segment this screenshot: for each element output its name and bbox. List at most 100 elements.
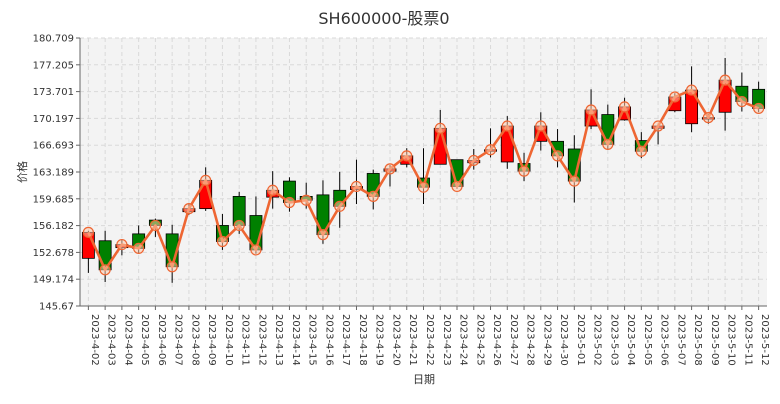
x-tick-label: 2023-4-19 [374, 314, 385, 366]
y-tick-label: 180.709 [33, 34, 74, 45]
x-tick-label: 2023-4-02 [89, 314, 100, 366]
close-price-marker [484, 144, 497, 156]
y-tick-label: 166.693 [33, 141, 74, 152]
close-price-marker [685, 84, 698, 96]
close-price-marker [602, 138, 614, 150]
y-axis-label: 价格 [15, 161, 29, 183]
x-axis-label: 日期 [413, 373, 435, 386]
close-price-marker [116, 238, 128, 251]
x-tick-label: 2023-4-04 [122, 314, 133, 366]
x-tick-label: 2023-5-12 [759, 314, 770, 366]
x-tick-label: 2023-4-29 [541, 314, 552, 366]
x-tick-label: 2023-4-21 [407, 314, 418, 366]
close-line-layer [82, 74, 765, 276]
close-price-marker [317, 229, 329, 241]
close-price-marker [82, 226, 94, 238]
close-price-marker [334, 200, 346, 212]
close-price-marker [300, 194, 312, 206]
axes [76, 37, 767, 310]
x-tick-label: 2023-5-09 [709, 314, 720, 366]
x-tick-labels: 2023-4-02 2023-4-03 2023-4-04 2023-4-05 2023… [89, 314, 770, 366]
close-price-marker [736, 95, 748, 108]
x-tick-label: 2023-4-27 [508, 314, 519, 366]
close-price-marker [350, 180, 363, 193]
x-tick-label: 2023-5-06 [659, 314, 670, 366]
close-price-marker [384, 163, 396, 175]
x-tick-label: 2023-4-23 [441, 314, 452, 366]
close-price-marker [585, 104, 597, 116]
x-tick-label: 2023-4-12 [256, 314, 267, 366]
y-tick-label: 173.701 [33, 87, 74, 98]
close-price-marker [568, 175, 580, 187]
close-price-marker [283, 196, 296, 209]
x-tick-label: 2023-4-06 [156, 314, 167, 366]
x-tick-label: 2023-5-11 [742, 314, 753, 366]
y-tick-label: 159.685 [33, 194, 74, 205]
x-tick-label: 2023-4-18 [357, 314, 368, 366]
x-tick-label: 2023-5-03 [608, 314, 619, 366]
x-tick-label: 2023-5-01 [575, 314, 586, 366]
x-tick-label: 2023-4-17 [340, 314, 351, 366]
close-price-marker [434, 122, 446, 134]
close-price-marker [250, 244, 262, 256]
close-price-marker [702, 112, 714, 124]
y-tick-labels: 145.67 149.174 152.678 156.182 159.685 163.18… [33, 34, 74, 313]
close-price-marker [183, 203, 195, 215]
x-tick-label: 2023-4-16 [323, 314, 334, 366]
close-price-marker [501, 120, 513, 132]
close-price-marker [535, 120, 547, 132]
close-price-marker [551, 150, 564, 162]
chart-title: SH600000-股票0 [318, 9, 449, 28]
x-tick-label: 2023-5-07 [675, 314, 686, 366]
x-tick-label: 2023-4-24 [458, 314, 469, 366]
close-price-marker [652, 120, 664, 132]
close-price-marker [618, 101, 631, 113]
x-tick-label: 2023-4-08 [189, 314, 200, 366]
x-tick-label: 2023-4-20 [390, 314, 401, 366]
x-tick-label: 2023-4-05 [139, 314, 150, 366]
x-tick-label: 2023-4-14 [290, 314, 301, 366]
x-tick-label: 2023-5-05 [642, 314, 653, 366]
x-tick-label: 2023-5-08 [692, 314, 703, 366]
close-price-marker [635, 145, 647, 157]
x-tick-label: 2023-5-04 [625, 314, 636, 366]
x-tick-label: 2023-5-10 [726, 314, 737, 366]
close-price-marker [367, 190, 379, 202]
close-price-marker [753, 102, 765, 115]
x-tick-label: 2023-5-02 [592, 314, 603, 366]
close-price-marker [133, 242, 145, 255]
x-tick-label: 2023-4-26 [491, 314, 502, 366]
close-price-marker [149, 219, 162, 232]
y-tick-label: 170.197 [33, 114, 74, 125]
close-price-marker [166, 261, 178, 273]
y-tick-label: 145.67 [39, 302, 74, 313]
close-price-marker [468, 154, 480, 167]
x-tick-label: 2023-4-25 [474, 314, 485, 366]
x-tick-label: 2023-4-28 [525, 314, 536, 366]
x-tick-label: 2023-4-03 [106, 314, 117, 366]
y-tick-label: 152.678 [33, 248, 74, 259]
close-price-marker [401, 150, 413, 162]
close-price-marker [669, 91, 681, 103]
x-tick-label: 2023-4-09 [206, 314, 217, 366]
close-price-marker [267, 184, 279, 196]
y-tick-label: 156.182 [33, 221, 74, 232]
close-price-marker [216, 235, 229, 248]
y-tick-label: 163.189 [33, 168, 74, 179]
x-tick-label: 2023-4-10 [223, 314, 234, 366]
close-price-marker [200, 174, 212, 186]
close-price-marker [233, 219, 245, 232]
x-tick-label: 2023-4-11 [240, 314, 251, 366]
close-price-marker [451, 180, 463, 193]
y-tick-label: 177.205 [33, 60, 74, 71]
close-price-marker [99, 264, 111, 276]
y-tick-label: 149.174 [33, 275, 74, 286]
close-price-marker [417, 181, 430, 193]
x-tick-label: 2023-4-22 [424, 314, 435, 366]
x-tick-label: 2023-4-13 [273, 314, 284, 366]
close-price-marker [518, 165, 530, 177]
x-tick-label: 2023-4-07 [173, 314, 184, 366]
x-tick-label: 2023-4-30 [558, 314, 569, 366]
